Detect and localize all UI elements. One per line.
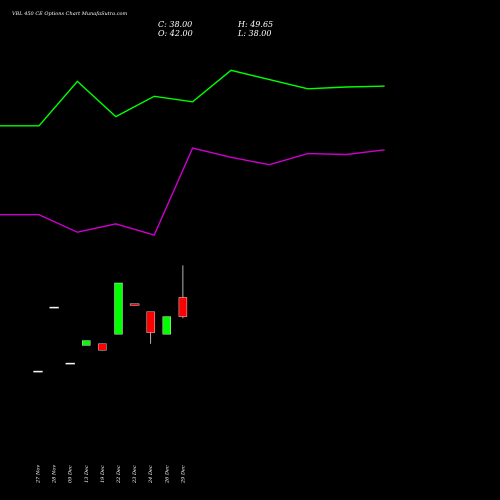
candle bbox=[98, 343, 107, 351]
candle-body bbox=[98, 343, 107, 351]
low-value: L: 38.00 bbox=[238, 29, 272, 38]
indicator-line-1 bbox=[0, 69, 385, 127]
x-tick-label: 24 Dec bbox=[148, 465, 154, 484]
x-tick-label: 09 Dec bbox=[68, 465, 74, 483]
chart-title: VBL 450 CE Options Chart MunafaSutra.com bbox=[12, 11, 128, 17]
candle bbox=[162, 316, 172, 335]
candle-body bbox=[49, 306, 59, 309]
x-tick-label: 19 Dec bbox=[100, 465, 106, 483]
x-tick-label: 26 Dec bbox=[164, 465, 170, 484]
candle bbox=[49, 306, 59, 309]
candle-body bbox=[162, 316, 172, 335]
candle bbox=[178, 265, 188, 319]
candle-body bbox=[82, 340, 91, 346]
x-axis: 27 Nov 28 Nov 09 Dec 13 Dec 19 Dec 22 Dec 23 D… bbox=[36, 465, 187, 484]
candle-body bbox=[65, 362, 75, 365]
candle-body bbox=[33, 370, 43, 373]
x-tick-label: 23 Dec bbox=[132, 465, 138, 484]
candle bbox=[82, 340, 91, 346]
x-tick-label: 27 Nov bbox=[36, 465, 42, 484]
candlesticks bbox=[33, 265, 188, 373]
candle-body bbox=[129, 303, 140, 306]
x-tick-label: 29 Dec bbox=[180, 465, 186, 484]
indicator-lines bbox=[0, 69, 385, 236]
high-value: H: 49.65 bbox=[238, 20, 274, 29]
candle bbox=[146, 311, 155, 344]
candle-body bbox=[114, 282, 123, 335]
candle bbox=[65, 362, 75, 365]
candle bbox=[129, 303, 140, 306]
close-value: C: 38.00 bbox=[158, 20, 193, 29]
x-tick-label: 13 Dec bbox=[84, 465, 90, 483]
candle-body bbox=[178, 297, 188, 317]
x-tick-label: 28 Nov bbox=[52, 465, 58, 484]
x-tick-label: 22 Dec bbox=[116, 465, 122, 484]
open-value: O: 42.00 bbox=[158, 29, 193, 38]
indicator-line-2 bbox=[0, 147, 385, 236]
candle bbox=[33, 370, 43, 373]
candle bbox=[114, 282, 123, 335]
candle-body bbox=[146, 311, 155, 333]
